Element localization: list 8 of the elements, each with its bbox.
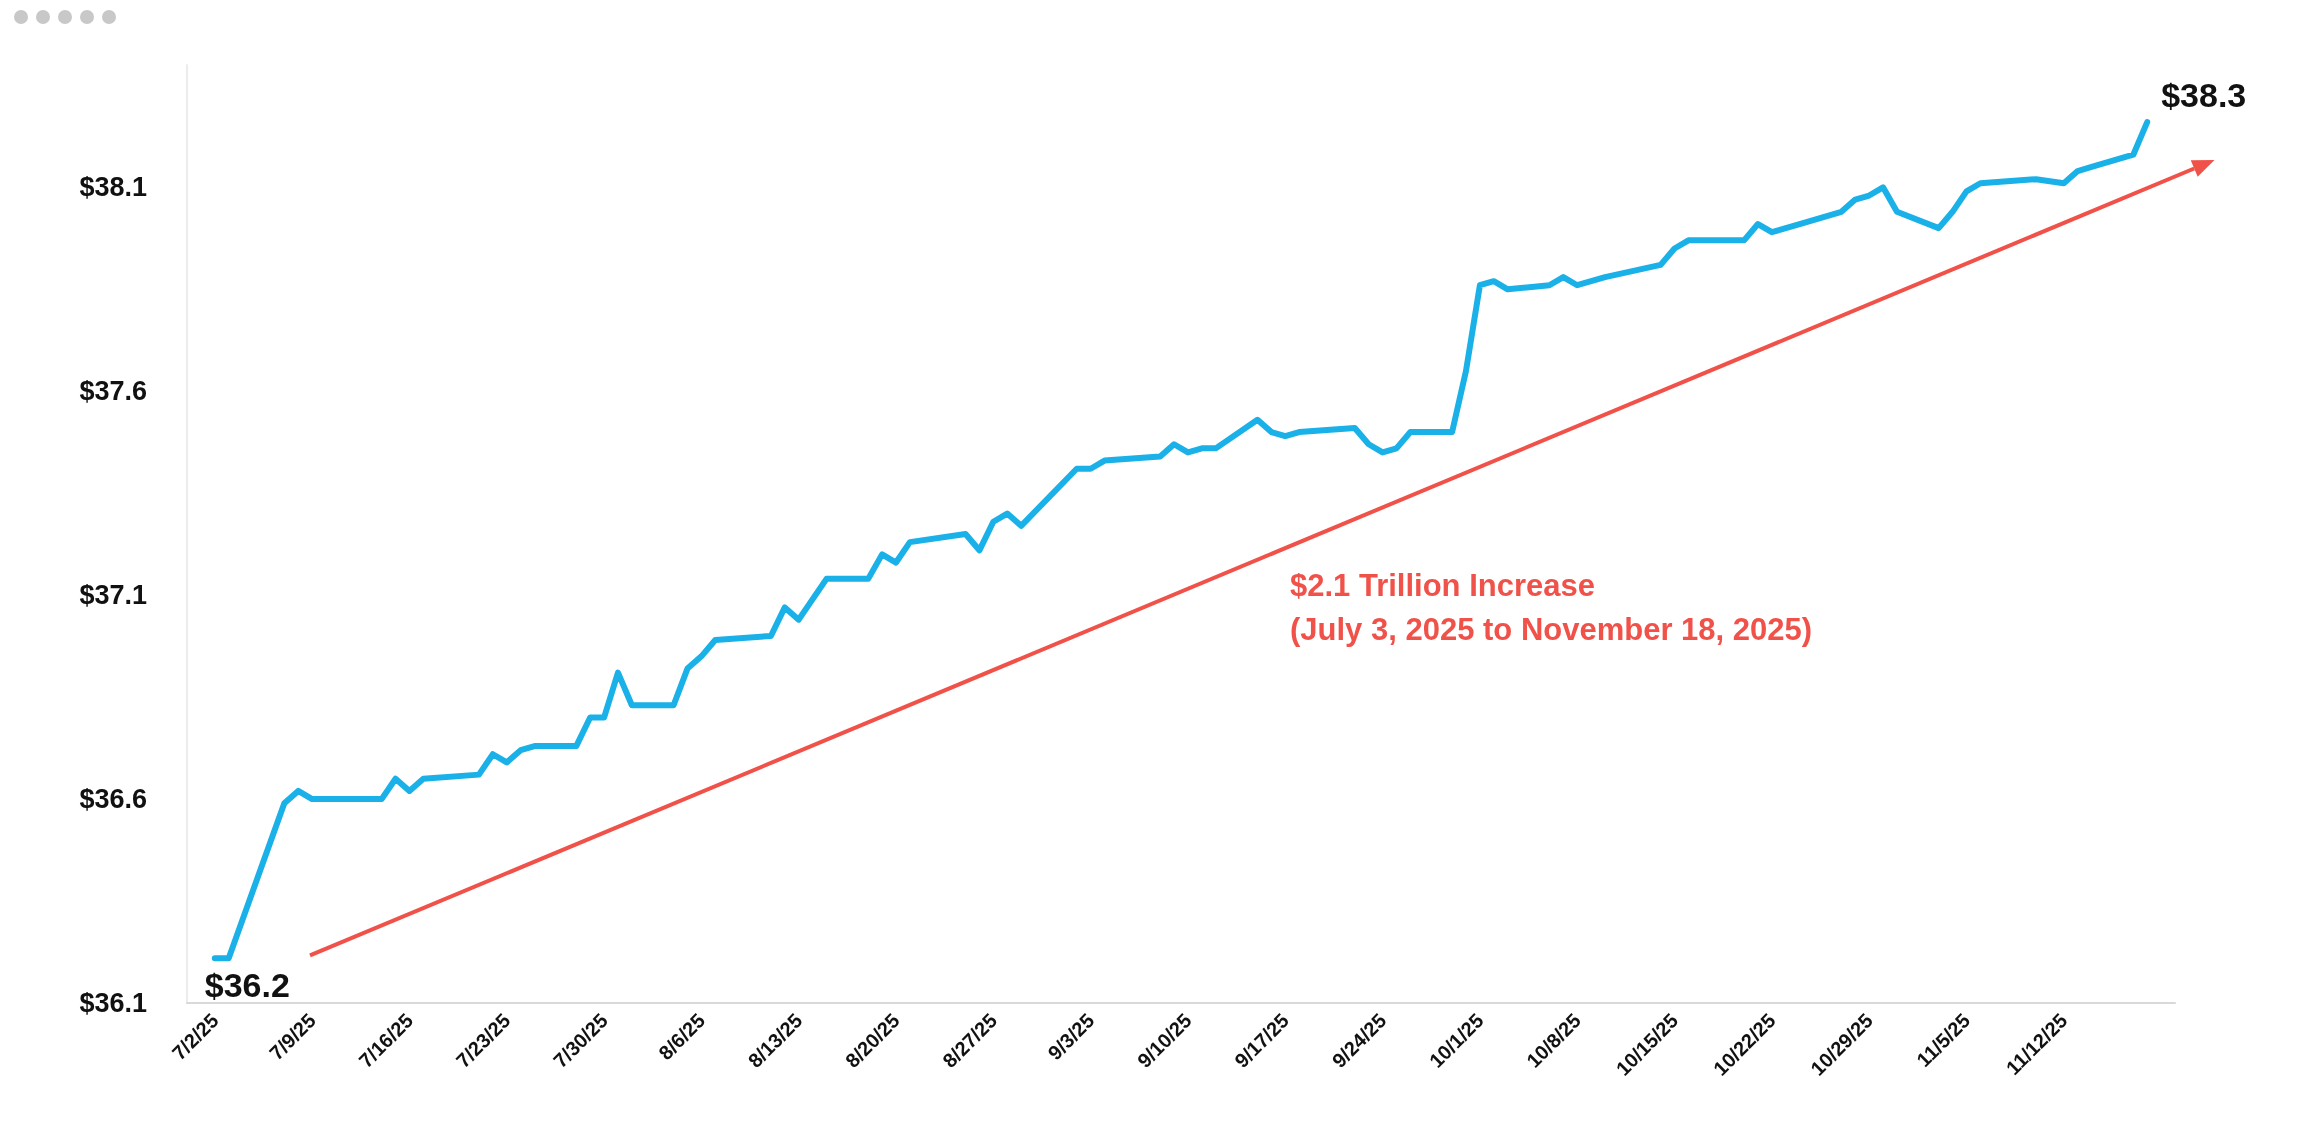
- annotation: $2.1 Trillion Increase (July 3, 2025 to November 18, 2025): [1290, 567, 1813, 647]
- y-tick-label: $36.6: [79, 784, 147, 815]
- y-tick-label: $36.1: [79, 988, 147, 1018]
- y-tick-label: $37.6: [79, 376, 147, 407]
- y-tick-label: $37.1: [79, 580, 147, 611]
- annotation: $36.2: [204, 966, 290, 1005]
- y-tick-label: $38.1: [79, 172, 147, 203]
- annotation: $38.3: [2161, 76, 2247, 115]
